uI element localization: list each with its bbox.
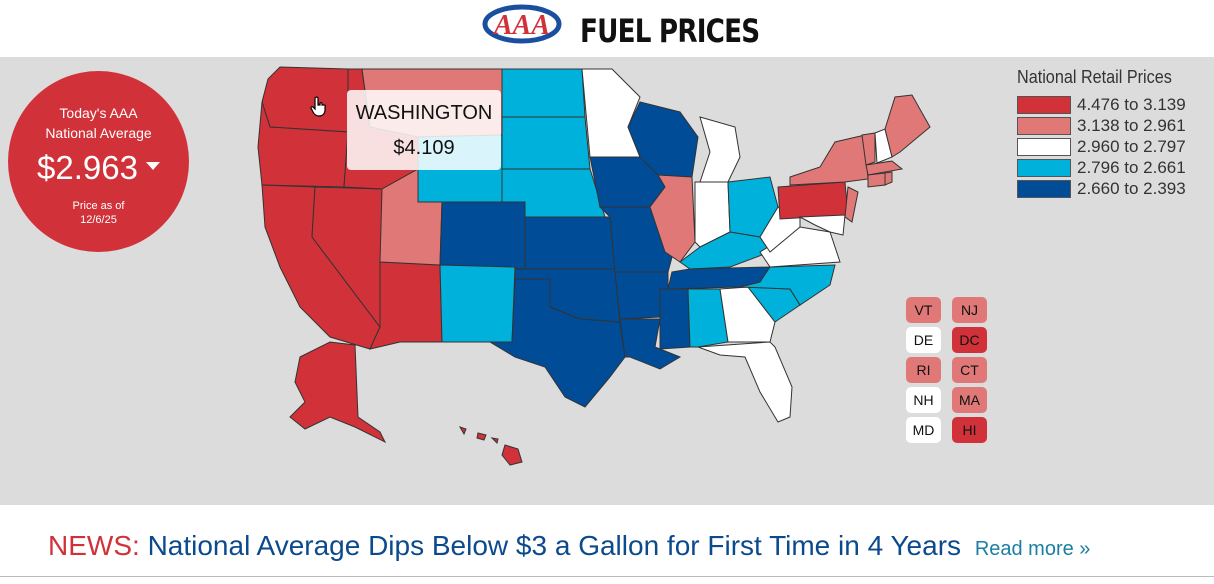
state-HI-islands: [458, 426, 499, 444]
state-MD[interactable]: [798, 214, 846, 236]
state-NY[interactable]: [789, 134, 869, 186]
small-state-DE[interactable]: DE: [906, 327, 941, 353]
national-average-badge[interactable]: Today's AAA National Average $2.963 Price…: [8, 71, 189, 252]
legend-label: 2.796 to 2.661: [1077, 157, 1186, 177]
natavg-line1: Today's AAA: [59, 105, 138, 121]
price-legend: National Retail Prices 4.476 to 3.139 3.…: [1017, 67, 1207, 199]
divider: [0, 576, 1214, 577]
asof-date: 12/6/25: [80, 214, 117, 226]
state-CO[interactable]: [439, 201, 526, 270]
legend-row: 4.476 to 3.139: [1017, 94, 1207, 115]
small-state-NJ[interactable]: NJ: [952, 297, 987, 323]
legend-swatch: [1017, 95, 1071, 114]
state-RI[interactable]: [884, 171, 893, 186]
natavg-line2: National Average: [45, 125, 152, 141]
state-MS[interactable]: [659, 288, 691, 350]
state-HI[interactable]: [501, 444, 523, 466]
legend-swatch: [1017, 137, 1071, 156]
aaa-logo[interactable]: AAA: [482, 4, 562, 52]
state-NC[interactable]: [739, 264, 836, 306]
tooltip-state-price: $4.109: [393, 137, 455, 159]
asof-label: Price as of: [72, 200, 125, 212]
small-state-NH[interactable]: NH: [906, 387, 941, 413]
state-AL[interactable]: [687, 288, 729, 348]
legend-swatch: [1017, 179, 1071, 198]
state-TX[interactable]: [488, 278, 626, 408]
state-MI[interactable]: [699, 116, 741, 183]
legend-title: National Retail Prices: [1017, 67, 1172, 87]
legend-swatch: [1017, 116, 1071, 135]
legend-label: 2.960 to 2.797: [1077, 136, 1186, 156]
chevron-down-icon[interactable]: [145, 162, 160, 171]
national-average-price: $2.963: [37, 149, 138, 186]
state-ME[interactable]: [884, 94, 931, 158]
hand-cursor-icon: [310, 96, 326, 117]
news-headline-link[interactable]: National Average Dips Below $3 a Gallon …: [147, 530, 962, 561]
small-state-RI[interactable]: RI: [906, 357, 941, 383]
state-WA[interactable]: [261, 66, 349, 133]
state-tooltip: WASHINGTON $4.109: [347, 90, 501, 170]
read-more-link[interactable]: Read more »: [974, 538, 1091, 560]
news-banner: NEWS: National Average Dips Below $3 a G…: [48, 530, 1090, 562]
legend-label: 4.476 to 3.139: [1077, 94, 1186, 114]
small-state-VT[interactable]: VT: [906, 297, 941, 323]
state-FL[interactable]: [697, 341, 793, 423]
state-PA[interactable]: [777, 181, 849, 220]
state-SD[interactable]: [501, 116, 591, 170]
state-NJ[interactable]: [844, 186, 859, 223]
svg-text:AAA: AAA: [492, 10, 550, 41]
state-MN[interactable]: [581, 68, 641, 158]
map-area: Today's AAA National Average $2.963 Price…: [0, 57, 1214, 505]
legend-row: 2.660 to 2.393: [1017, 178, 1207, 199]
legend-label: 3.138 to 2.961: [1077, 115, 1186, 135]
legend-row: 2.960 to 2.797: [1017, 136, 1207, 157]
state-AK[interactable]: [289, 341, 387, 444]
state-NM[interactable]: [439, 264, 516, 343]
state-AZ[interactable]: [369, 261, 443, 350]
state-VT[interactable]: [861, 132, 876, 166]
state-CT[interactable]: [867, 172, 886, 188]
legend-label: 2.660 to 2.393: [1077, 178, 1186, 198]
state-LA[interactable]: [619, 318, 682, 370]
state-KS[interactable]: [524, 216, 616, 270]
state-ND[interactable]: [501, 68, 586, 118]
small-state-HI[interactable]: HI: [952, 417, 987, 443]
small-state-DC[interactable]: DC: [952, 327, 987, 353]
small-state-MD[interactable]: MD: [906, 417, 941, 443]
legend-row: 3.138 to 2.961: [1017, 115, 1207, 136]
tooltip-state-name: WASHINGTON: [355, 102, 493, 124]
state-WI[interactable]: [627, 101, 699, 178]
legend-row: 2.796 to 2.661: [1017, 157, 1207, 178]
small-state-MA[interactable]: MA: [952, 387, 987, 413]
page-title: FUEL PRICES: [580, 12, 760, 50]
state-IL[interactable]: [649, 174, 696, 263]
small-state-CT[interactable]: CT: [952, 357, 987, 383]
news-prefix: NEWS:: [48, 530, 140, 561]
header: AAA FUEL PRICES: [0, 0, 1214, 57]
legend-swatch: [1017, 158, 1071, 177]
state-MA[interactable]: [865, 160, 904, 176]
